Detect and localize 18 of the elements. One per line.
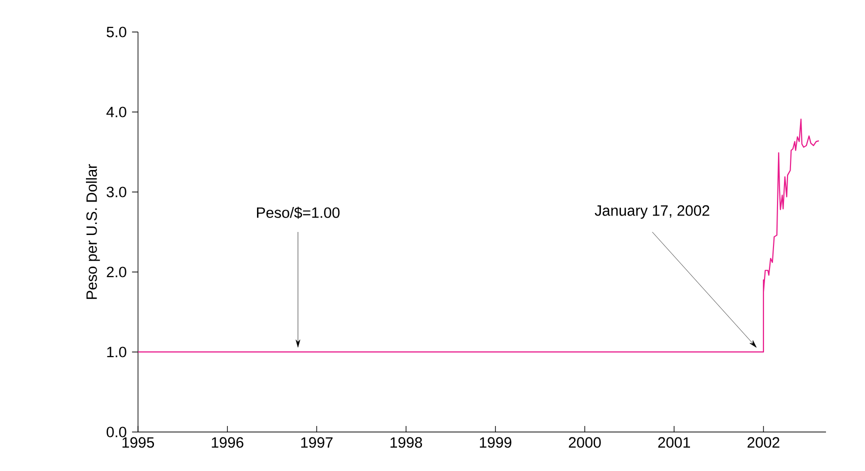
- x-tick-label: 1995: [122, 437, 154, 448]
- y-axis-title: Peso per U.S. Dollar: [86, 164, 100, 299]
- x-tick-label: 1999: [480, 437, 512, 448]
- y-tick-label: 4.0: [106, 106, 126, 118]
- annotation: Peso/$=1.00: [257, 206, 340, 219]
- line-series: [137, 118, 820, 353]
- x-tick-label: 2001: [658, 437, 690, 448]
- y-tick-label: 5.0: [106, 26, 126, 38]
- y-tick-label: 2.0: [106, 266, 126, 278]
- y-tick-label: 1.0: [107, 346, 126, 358]
- x-tick-label: 2002: [748, 437, 780, 448]
- y-tick-label: 0.0: [106, 426, 126, 438]
- y-tick-label: 3.0: [106, 186, 126, 198]
- annotation: January 17, 2002: [594, 205, 710, 219]
- x-tick-label: 1996: [212, 437, 244, 448]
- x-tick-label: 1997: [301, 437, 333, 448]
- x-tick-label: 2000: [568, 437, 601, 448]
- x-tick-label: 1998: [390, 437, 422, 448]
